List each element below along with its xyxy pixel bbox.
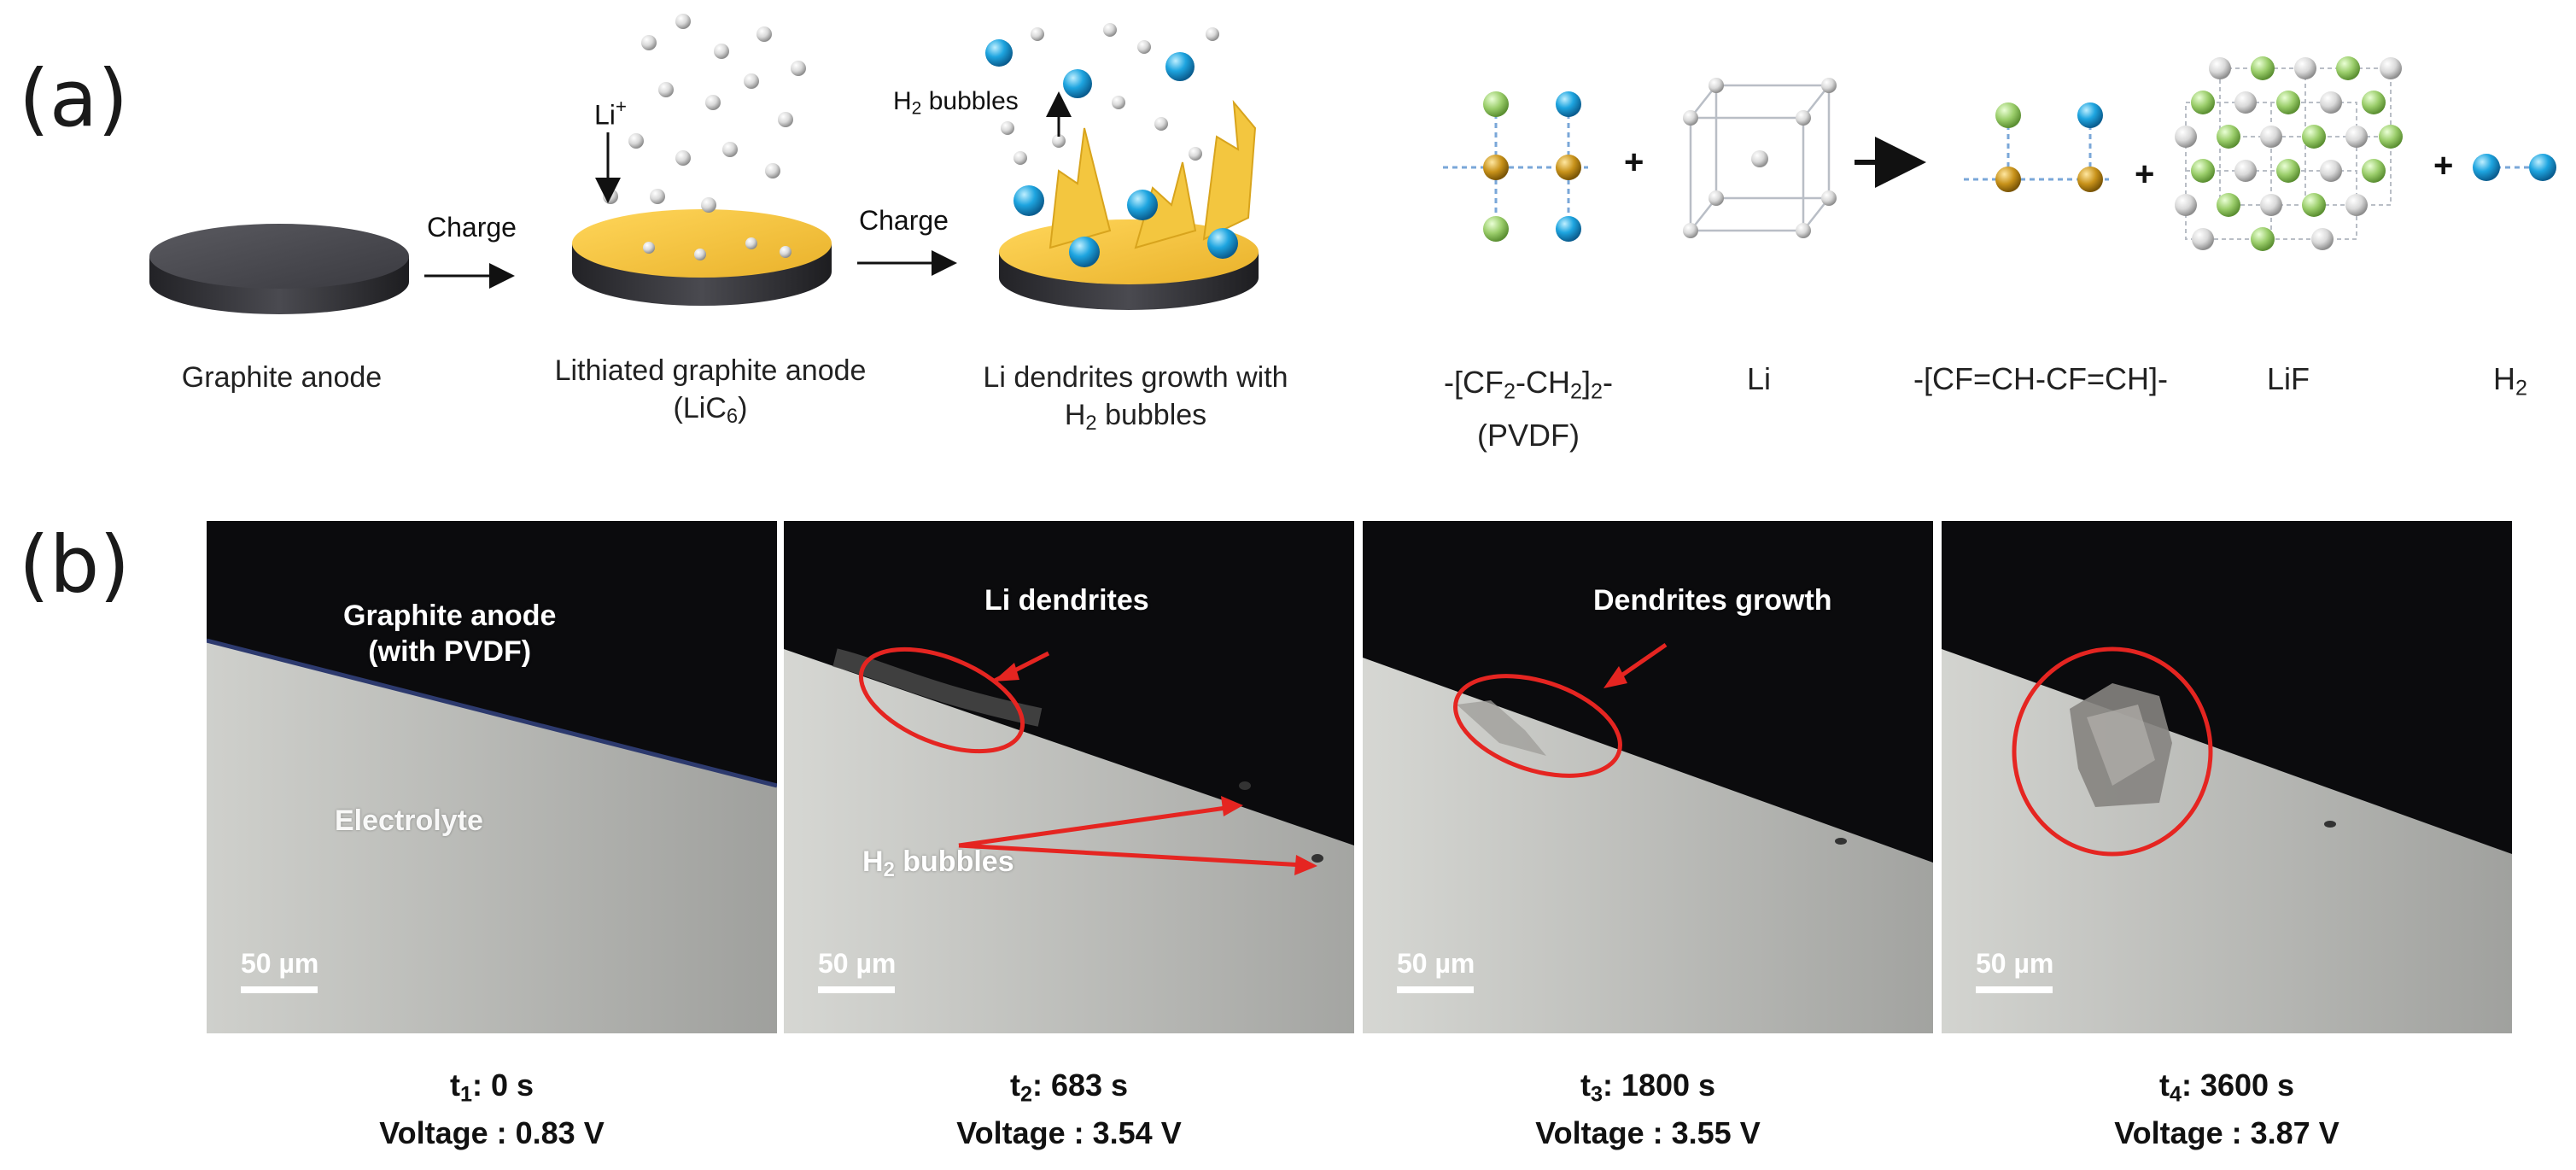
frame-2-voltage: Voltage : 3.54 V [956, 1115, 1182, 1151]
panel-b-letter: (b) [19, 519, 131, 611]
h2-bubbles-label: H2 bubbles [893, 87, 1019, 119]
frame-4-voltage: Voltage : 3.87 V [2114, 1115, 2339, 1151]
lif-atoms [2175, 56, 2403, 251]
frame-3-scale-bar [1397, 986, 1474, 993]
li-ion-label: Li+ [594, 96, 627, 131]
frame-2-time-caption: t2: 683 s Voltage : 3.54 V [784, 1066, 1354, 1153]
frame-4-scale-text: 50 µm [1976, 948, 2054, 979]
panel-a-letter: (a) [19, 53, 129, 144]
li-ion-cloud [603, 14, 806, 260]
lif-lattice [2185, 67, 2392, 240]
caption-product-chain: -[CF=CH-CF=CH]- [1913, 361, 2168, 396]
lithiated-anode-disk [572, 209, 832, 306]
micrograph-frame-3: Dendrites growth 50 µm [1363, 521, 1933, 1033]
frame-3-scale-text: 50 µm [1397, 948, 1475, 979]
plus-sign-2: + [2135, 155, 2155, 193]
li-lattice-cube [1683, 78, 1837, 238]
micrograph-frame-1: Graphite anode (with PVDF) Electrolyte 5… [207, 521, 777, 1033]
caption-lif: LiF [2266, 361, 2310, 396]
frame-1-voltage: Voltage : 0.83 V [379, 1115, 605, 1151]
frame-2-h2-bubbles-label: H2 bubbles [862, 845, 1014, 881]
caption-h2: H2 [2492, 361, 2527, 401]
frame-3-dendrites-growth-label: Dendrites growth [1593, 584, 1832, 617]
frame-3-voltage: Voltage : 3.55 V [1535, 1115, 1761, 1151]
frame-2-scale-bar [818, 986, 895, 993]
caption-lithiated-anode: Lithiated graphite anode (LiC6) [554, 354, 867, 428]
panel-a-illustration [149, 14, 2556, 314]
plus-sign-3: + [2433, 147, 2454, 184]
h2-molecule [2473, 154, 2556, 181]
frame-1-electrolyte-label: Electrolyte [335, 804, 483, 837]
caption-li: Li [1746, 361, 1772, 396]
micrograph-frame-2: Li dendrites H2 bubbles 50 µm [784, 521, 1354, 1033]
caption-dendrites-growth: Li dendrites growth with H2 bubbles [983, 361, 1288, 435]
frame-1-scale-text: 50 µm [241, 948, 319, 979]
frame-4-time-caption: t4: 3600 s Voltage : 3.87 V [1942, 1066, 2512, 1153]
frame-3-time-caption: t3: 1800 s Voltage : 3.55 V [1363, 1066, 1933, 1153]
frame-1-anode-label: Graphite anode (with PVDF) [343, 600, 557, 668]
frame-1-time-caption: t1: 0 s Voltage : 0.83 V [207, 1066, 777, 1153]
charge-label-1: Charge [427, 212, 517, 243]
frame-2-dendrites-label: Li dendrites [984, 584, 1149, 617]
frame-4-scale-bar [1976, 986, 2053, 993]
h2-bubbles-cluster [985, 23, 1238, 267]
dendrite-anode-disk [999, 99, 1259, 310]
plus-sign-1: + [1624, 143, 1644, 181]
frame-1-scale-bar [241, 986, 318, 993]
pvdf-molecule [1443, 91, 1588, 242]
frame-2-scale-text: 50 µm [818, 948, 897, 979]
caption-graphite-anode: Graphite anode [181, 361, 383, 394]
graphite-anode-disk [149, 224, 409, 314]
micrograph-frame-4: 50 µm [1942, 521, 2512, 1033]
charge-label-2: Charge [859, 205, 949, 236]
product-chain-molecule [1964, 102, 2109, 192]
caption-pvdf: -[CF2-CH2]2- (PVDF) [1443, 365, 1614, 453]
